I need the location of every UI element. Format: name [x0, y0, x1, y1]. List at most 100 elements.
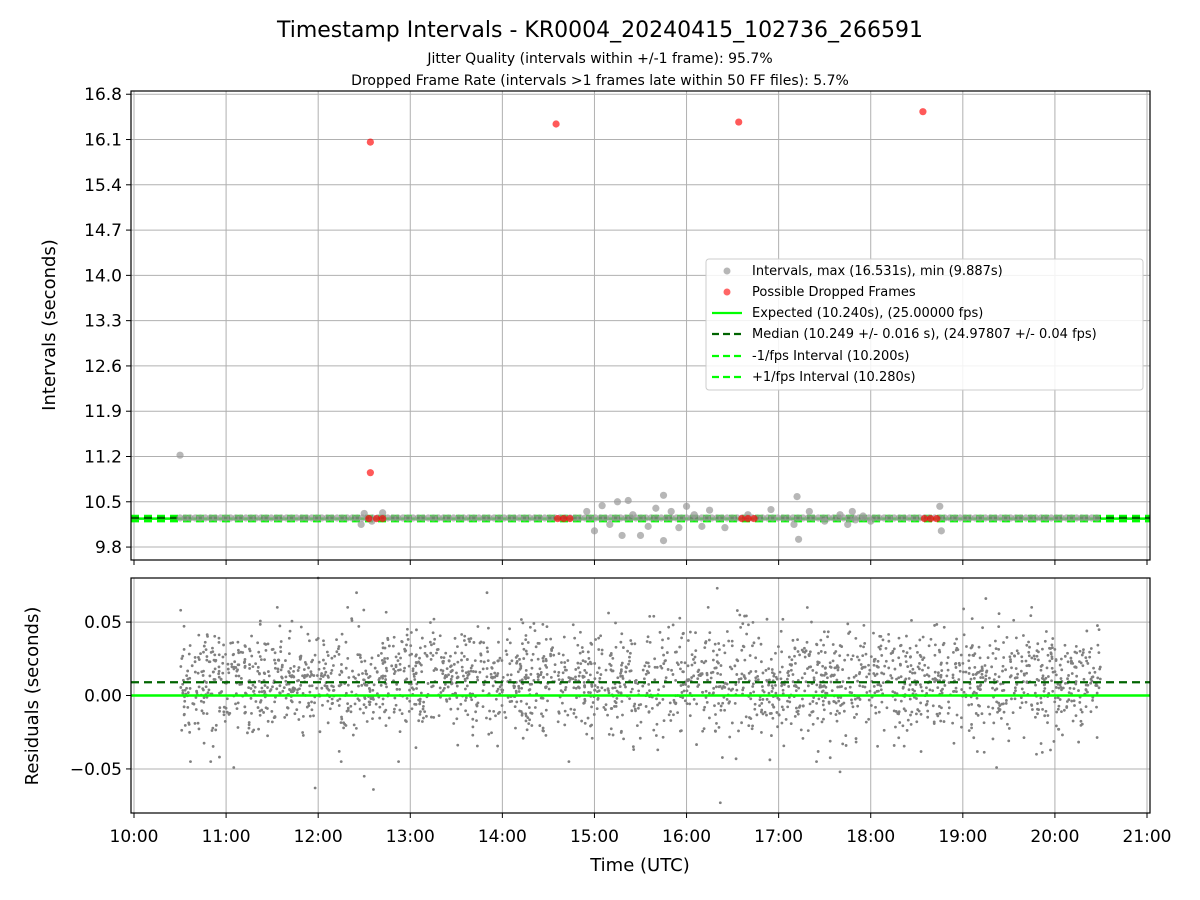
residual-point: [735, 673, 739, 676]
residual-point: [519, 699, 523, 703]
residual-point: [1036, 658, 1040, 662]
interval-point: [357, 520, 365, 529]
residual-point: [1022, 691, 1026, 695]
residual-point: [576, 643, 580, 647]
residual-point: [844, 687, 847, 690]
residual-point: [610, 707, 614, 710]
residual-point: [609, 651, 613, 655]
residual-point: [328, 707, 332, 711]
residual-point: [508, 641, 512, 645]
residual-point: [713, 704, 716, 708]
residual-point: [248, 667, 252, 670]
residual-point: [797, 705, 801, 709]
interval-point: [510, 514, 518, 522]
residual-point: [822, 643, 825, 647]
residual-point: [193, 722, 197, 725]
residual-point: [197, 656, 200, 659]
residual-point: [506, 673, 510, 677]
residual-point: [378, 705, 382, 709]
residual-point: [1040, 663, 1044, 667]
residual-point: [932, 722, 936, 725]
residual-point: [323, 684, 327, 688]
residual-point: [463, 677, 467, 681]
interval-point: [936, 502, 944, 510]
residual-point: [497, 640, 500, 644]
residual-point: [208, 674, 212, 678]
residual-point: [182, 712, 186, 716]
residual-point: [1056, 696, 1060, 699]
residual-point: [933, 680, 936, 684]
residual-point: [352, 675, 356, 679]
residual-point: [324, 670, 328, 674]
residual-point: [1095, 736, 1099, 739]
residual-point: [263, 690, 267, 694]
residual-point: [596, 671, 599, 675]
residual-point: [688, 630, 692, 634]
residual-point: [760, 660, 763, 664]
residual-point: [955, 637, 958, 641]
residual-point: [384, 724, 388, 728]
residual-point: [381, 697, 385, 701]
residual-point: [781, 708, 785, 712]
dropped-frame-point: [920, 514, 929, 523]
residual-point: [218, 706, 222, 710]
residual-point: [719, 708, 723, 712]
residual-point: [774, 651, 777, 655]
residual-point: [872, 684, 876, 688]
residual-point: [467, 670, 470, 674]
residual-point: [315, 638, 318, 642]
interval-point: [525, 514, 534, 522]
residual-point: [456, 707, 460, 711]
residual-point: [199, 652, 202, 656]
residual-point: [897, 736, 901, 740]
residual-point: [798, 653, 802, 657]
residual-point: [1069, 661, 1073, 665]
residual-point: [395, 682, 399, 686]
residual-point: [202, 644, 206, 648]
residual-point: [824, 666, 827, 670]
residual-point: [844, 734, 848, 737]
residual-point: [926, 709, 930, 713]
residual-point: [909, 713, 912, 717]
dropped-frame-point: [554, 514, 562, 523]
residual-point: [227, 671, 231, 675]
residual-points: [179, 576, 1102, 805]
residual-point: [251, 683, 255, 687]
residual-point: [693, 655, 697, 659]
residual-point: [469, 666, 473, 670]
interval-point: [520, 514, 529, 522]
residual-point: [621, 677, 625, 680]
residual-point: [318, 730, 322, 734]
residual-point: [811, 722, 815, 726]
interval-point: [237, 514, 245, 522]
residual-point: [347, 676, 351, 679]
dropped-frame-point: [735, 118, 743, 126]
residual-point: [609, 727, 613, 731]
bottom-y-axis-label: Residuals (seconds): [22, 607, 43, 786]
residual-point: [306, 632, 310, 636]
residual-point: [1020, 687, 1024, 691]
residual-point: [1072, 687, 1076, 691]
residual-point: [822, 684, 826, 688]
residual-point: [385, 685, 388, 689]
residual-point: [470, 698, 474, 702]
residual-point: [577, 666, 580, 670]
residual-point: [367, 687, 371, 690]
interval-point: [769, 514, 777, 522]
residual-point: [720, 686, 724, 690]
residual-point: [205, 658, 209, 662]
residual-point: [284, 679, 288, 683]
residual-point: [443, 683, 447, 686]
residual-point: [368, 690, 372, 693]
residual-point: [479, 659, 483, 663]
residual-point: [600, 652, 604, 656]
residual-point: [639, 703, 643, 706]
residual-point: [258, 619, 262, 623]
residual-point: [1059, 657, 1063, 661]
residual-point: [1079, 719, 1083, 723]
residual-point: [874, 705, 877, 709]
residual-point: [505, 638, 509, 642]
residual-point: [344, 640, 348, 644]
residual-point: [830, 689, 834, 693]
residual-point: [452, 662, 456, 666]
